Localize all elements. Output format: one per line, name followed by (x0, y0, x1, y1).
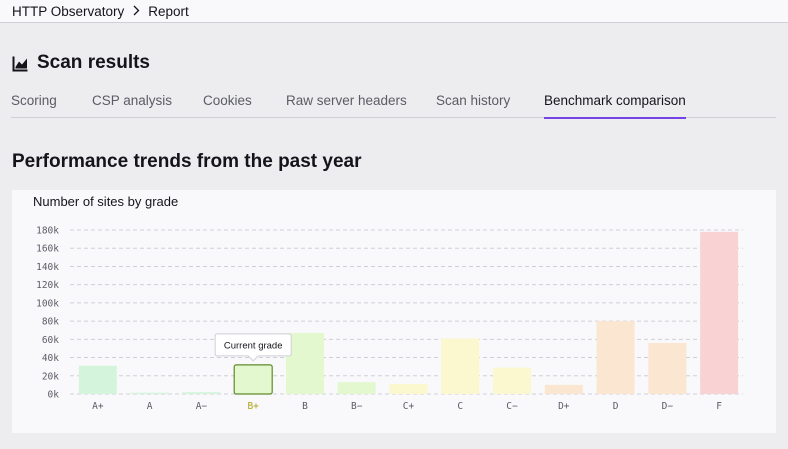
bar-B+ (233, 364, 273, 395)
y-tick-label: 120k (36, 280, 59, 291)
bar-F (700, 231, 739, 394)
x-tick-label: A+ (92, 401, 104, 412)
chart-title: Number of sites by grade (33, 194, 179, 209)
bar-C (441, 338, 480, 394)
x-tick-label: D (613, 401, 619, 412)
x-tick-label: B (302, 401, 308, 412)
breadcrumb-current: Report (148, 3, 189, 19)
current-grade-tooltip (214, 333, 292, 362)
x-tick-label: C (457, 401, 463, 412)
y-tick-label: 40k (42, 353, 59, 364)
y-tick-label: 140k (36, 262, 59, 273)
line-chart-icon (12, 55, 29, 72)
x-tick-label: F (716, 401, 722, 412)
bar-D (596, 321, 635, 394)
breadcrumb-root-link[interactable]: HTTP Observatory (12, 3, 125, 19)
y-tick-label: 180k (36, 226, 59, 237)
x-tick-label: A− (196, 401, 208, 412)
page-title: Scan results (12, 51, 150, 75)
y-tick-label: 20k (42, 371, 59, 382)
tab-raw-server-headers[interactable]: Raw server headers (286, 93, 407, 108)
y-tick-label: 80k (42, 317, 59, 328)
tab-scoring[interactable]: Scoring (11, 93, 57, 108)
tab-benchmark-comparison[interactable]: Benchmark comparison (544, 93, 686, 119)
bar-A− (182, 392, 221, 394)
x-tick-label: B− (351, 401, 363, 412)
section-title: Performance trends from the past year (12, 151, 362, 172)
x-tick-label: D− (662, 401, 674, 412)
x-tick-label: D+ (558, 401, 570, 412)
page-title-text: Scan results (37, 52, 150, 73)
tooltip-text: Current grade (224, 340, 283, 351)
tab-csp-analysis[interactable]: CSP analysis (92, 93, 173, 108)
chevron-right-icon (133, 5, 140, 16)
y-tick-label: 0k (48, 390, 60, 401)
grade-bar-chart: 0k 20k 40k 60k 80k 100k 120k 140k 160k 180k A+ A A− B… (36, 226, 743, 412)
bar-A+ (78, 365, 117, 394)
tab-cookies[interactable]: Cookies (203, 93, 252, 108)
x-tick-label: A (147, 401, 153, 412)
y-tick-label: 160k (36, 244, 59, 255)
breadcrumb: HTTP Observatory Report (0, 0, 788, 23)
bar-C+ (389, 383, 428, 394)
x-tick-label: B+ (247, 401, 259, 412)
bar-B (285, 332, 324, 394)
x-tick-label: C+ (403, 401, 415, 412)
x-tick-label: C− (506, 401, 518, 412)
bar-D+ (544, 384, 583, 394)
y-tick-label: 100k (36, 298, 59, 309)
y-tick-label: 60k (42, 335, 59, 346)
bar-C− (493, 367, 532, 394)
bar-B− (337, 382, 376, 394)
bar-D− (648, 342, 687, 394)
chart-card: 0k 20k 40k 60k 80k 100k 120k 140k 160k 180k A+ A A− B… (12, 190, 776, 433)
bar-A (130, 392, 169, 394)
tab-scan-history[interactable]: Scan history (436, 93, 511, 108)
report-tabs: Scoring CSP analysis Cookies Raw server … (11, 89, 776, 119)
